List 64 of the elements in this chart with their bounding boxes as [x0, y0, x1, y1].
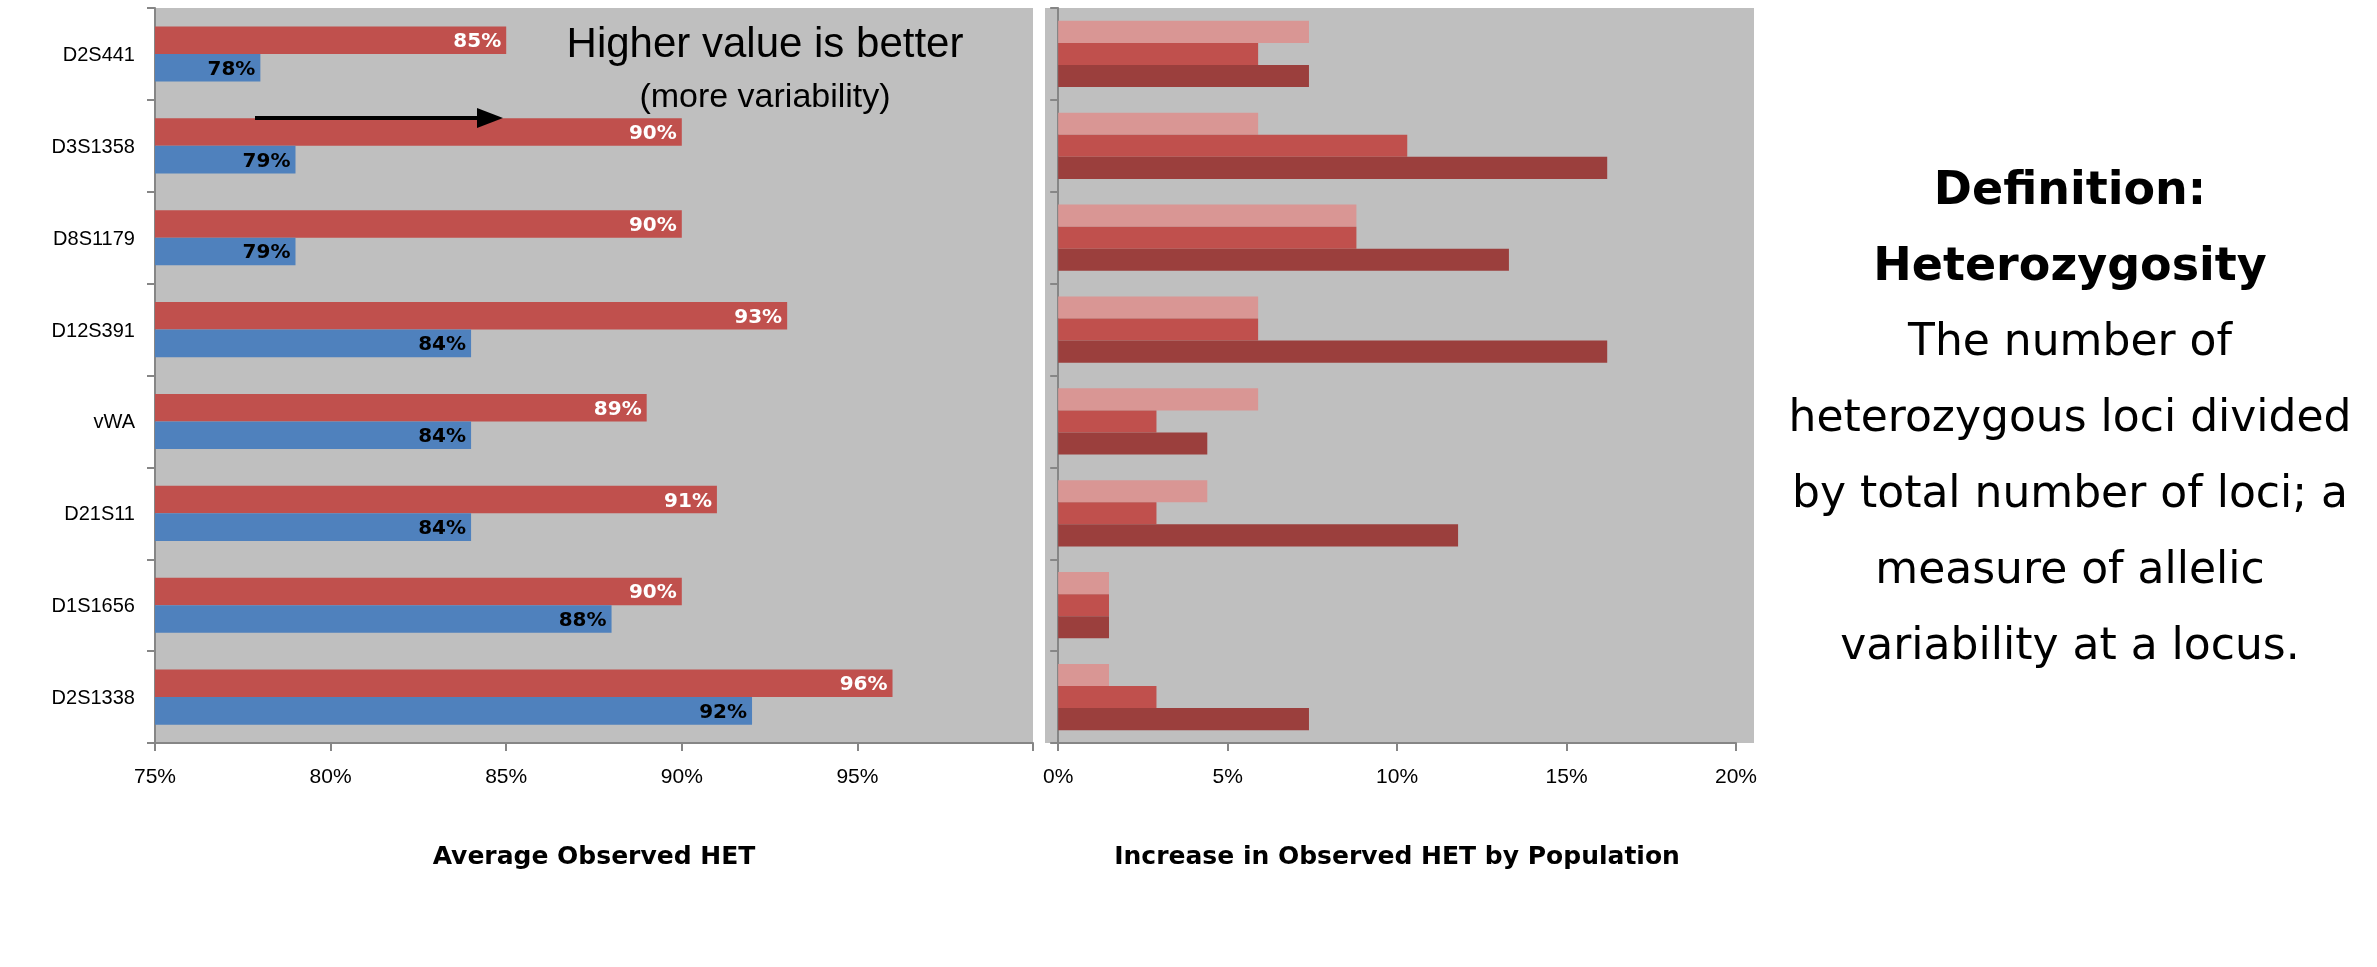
data-label: 93% — [734, 303, 783, 328]
y-tick-label: D1S1656 — [51, 594, 135, 617]
bar — [1058, 616, 1110, 639]
text: Definition: Heterozygosity — [1872, 160, 2268, 293]
data-label: 90% — [628, 120, 677, 145]
bar — [1058, 480, 1208, 503]
data-label: 79% — [242, 147, 291, 172]
bar — [1058, 296, 1259, 319]
data-label: 96% — [839, 671, 888, 696]
bar — [1058, 663, 1110, 687]
x-tick-label: 95% — [836, 764, 879, 787]
x-axis-title: Increase in Observed HET by Population — [1114, 841, 1680, 870]
bar — [1058, 686, 1157, 709]
data-label: 78% — [207, 55, 256, 80]
y-tick-label: vWA — [93, 410, 136, 433]
bar — [1058, 20, 1309, 43]
x-axis-title: Average Observed HET — [432, 841, 756, 870]
y-tick-label: D21S11 — [64, 502, 135, 525]
annotation: (more variability) — [639, 76, 891, 114]
x-tick-label: 20% — [1714, 764, 1757, 787]
bar — [1058, 410, 1157, 433]
x-tick-label: 75% — [133, 764, 177, 787]
bar — [1058, 340, 1608, 363]
bar — [1058, 112, 1259, 135]
y-tick-label: D2S441 — [62, 42, 135, 65]
y-tick-label: D12S391 — [51, 318, 135, 341]
data-label: 84% — [418, 331, 467, 356]
bar — [1058, 64, 1309, 88]
x-tick-label: 90% — [660, 764, 703, 787]
data-label: 89% — [593, 395, 642, 420]
x-tick-label: 0% — [1043, 764, 1074, 787]
annotation: Higher value is better — [566, 18, 964, 66]
bar — [1058, 708, 1309, 731]
data-label: 79% — [242, 239, 291, 264]
data-label: 84% — [418, 515, 467, 540]
bar — [1058, 432, 1208, 455]
bar — [1058, 318, 1259, 341]
data-label: 84% — [418, 423, 467, 448]
bar — [1058, 42, 1259, 65]
bar — [1058, 524, 1459, 547]
bar — [1058, 156, 1608, 179]
data-label: 88% — [558, 606, 607, 631]
x-tick-label: 85% — [485, 764, 528, 787]
bar — [1058, 388, 1259, 411]
bar — [1058, 594, 1110, 617]
y-tick-label: D8S1179 — [53, 226, 135, 249]
data-label: 90% — [628, 211, 677, 236]
data-label: 85% — [453, 28, 502, 53]
x-tick-label: 15% — [1545, 764, 1588, 787]
text: The number of heterozygous loci divided by total number of loci; a measure of allelic variability at a locus. — [1787, 313, 2353, 671]
bar — [1058, 134, 1408, 157]
x-tick-label: 5% — [1212, 764, 1243, 787]
bar — [1058, 572, 1110, 595]
x-tick-label: 80% — [309, 764, 352, 787]
y-tick-label: D2S1338 — [51, 686, 135, 709]
bar — [1058, 502, 1157, 525]
bar — [1058, 226, 1357, 249]
bar — [1058, 248, 1509, 271]
data-label: 92% — [699, 698, 748, 723]
y-tick-label: D3S1358 — [51, 134, 135, 157]
data-label: 90% — [628, 579, 677, 604]
bar — [1058, 204, 1357, 227]
x-tick-label: 10% — [1376, 764, 1419, 787]
data-label: 91% — [664, 487, 712, 512]
